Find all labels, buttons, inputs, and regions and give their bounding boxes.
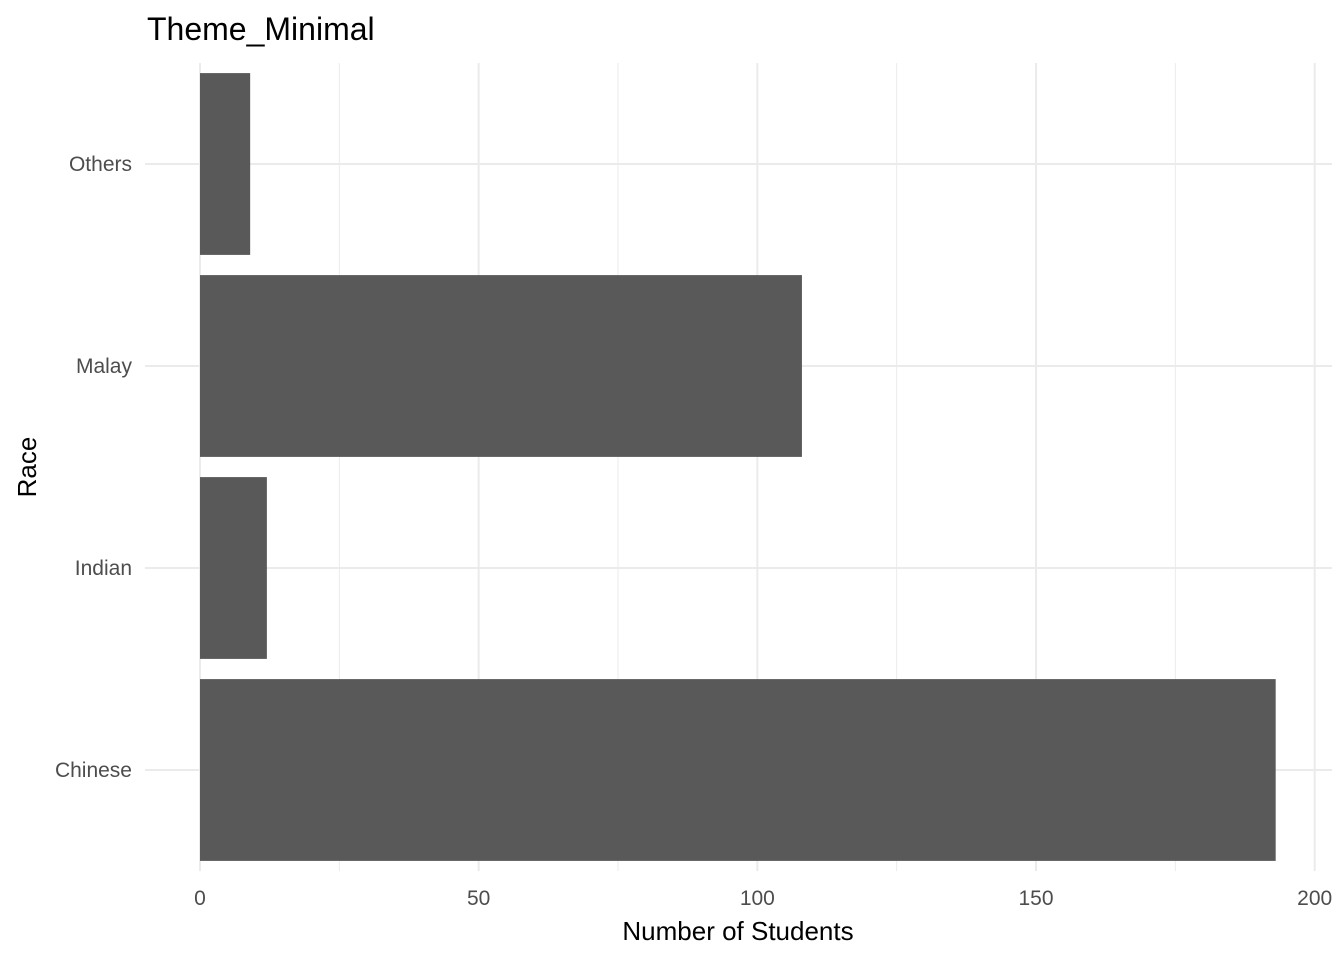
- bar-malay: [200, 275, 802, 457]
- bar-others: [200, 73, 251, 255]
- x-axis-tick-labels: 0 50 100 150 200: [194, 887, 1332, 910]
- bar-indian: [200, 477, 267, 659]
- x-axis-title: Number of Students: [622, 916, 853, 946]
- x-tick-label-0: 0: [194, 887, 206, 910]
- x-tick-label-50: 50: [467, 887, 490, 910]
- y-tick-label-others: Others: [69, 153, 132, 176]
- y-axis-tick-labels: Chinese Indian Malay Others: [55, 153, 133, 782]
- bar-chinese: [200, 679, 1276, 861]
- chart-title: Theme_Minimal: [147, 11, 375, 47]
- y-axis-title: Race: [12, 437, 42, 498]
- x-tick-label-100: 100: [740, 887, 775, 910]
- y-tick-label-malay: Malay: [76, 355, 133, 378]
- bars: [200, 73, 1276, 861]
- x-tick-label-200: 200: [1297, 887, 1332, 910]
- y-tick-label-chinese: Chinese: [55, 759, 132, 782]
- y-tick-label-indian: Indian: [75, 557, 132, 580]
- x-tick-label-150: 150: [1019, 887, 1054, 910]
